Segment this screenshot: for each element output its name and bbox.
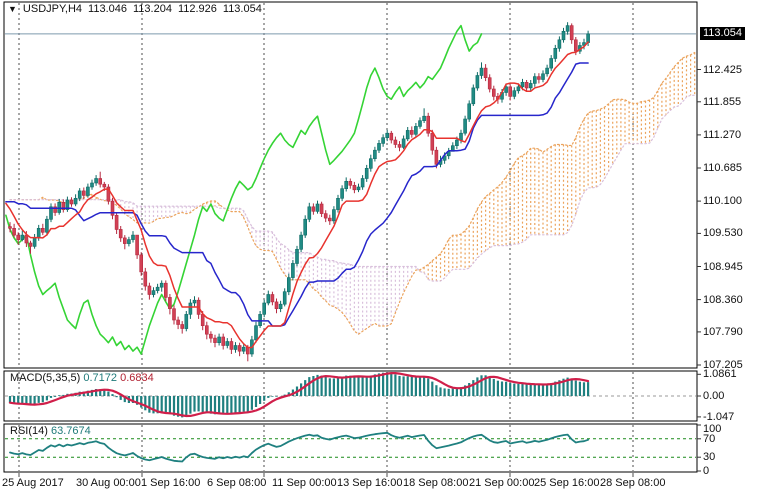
time-axis-label: 13 Sep 16:00 <box>337 477 403 489</box>
chart-title: ▼ USDJPY,H4 113.046 113.204 112.926 113.… <box>8 3 262 15</box>
symbol-timeframe-label: USDJPY,H4 <box>22 3 83 15</box>
time-axis-label: 25 Sep 16:00 <box>534 477 600 489</box>
macd-signal-value: 0.6834 <box>120 372 154 384</box>
macd-main-value: 0.7172 <box>83 372 118 384</box>
time-axis-label: 1 Sep 16:00 <box>141 477 201 489</box>
time-axis-label: 21 Sep 00:00 <box>469 477 535 489</box>
price-axis-label: 109.530 <box>703 227 743 240</box>
macd-axis-label: 0.00 <box>703 390 725 402</box>
current-price-tag: 113.054 <box>700 27 745 41</box>
rsi-name: RSI(14) <box>10 425 48 437</box>
price-axis-label: 110.685 <box>703 162 742 175</box>
time-axis-label: 25 Aug 2017 <box>2 477 64 489</box>
price-axis-label: 111.855 <box>703 95 742 108</box>
rsi-value: 63.7674 <box>50 425 91 437</box>
price-axis-label: 107.205 <box>703 359 743 372</box>
time-axis-label: 11 Sep 00:00 <box>272 477 337 489</box>
price-axis-label: 108.360 <box>703 293 743 306</box>
rsi-axis-label: 30 <box>703 451 716 464</box>
rsi-axis-label: 100 <box>703 423 722 435</box>
macd-indicator-label: MACD(5,35,5) 0.7172 0.6834 <box>10 372 154 384</box>
price-axis-label: 108.945 <box>703 260 743 273</box>
time-axis-label: 30 Aug 00:00 <box>76 477 141 489</box>
macd-axis-label: 1.0861 <box>703 368 737 381</box>
price-axis-label: 107.790 <box>703 325 743 338</box>
rsi-axis-label: 0 <box>703 465 710 477</box>
price-axis-label: 112.425 <box>703 63 742 76</box>
ohlc-close: 113.054 <box>222 3 262 15</box>
time-axis-label: 28 Sep 08:00 <box>600 477 666 489</box>
ohlc-open: 113.046 <box>88 3 127 15</box>
macd-axis-label: -1.047 <box>703 410 735 423</box>
rsi-axis-label: 70 <box>703 432 716 445</box>
ohlc-low: 112.926 <box>177 3 217 15</box>
ohlc-high: 113.204 <box>132 3 172 15</box>
chevron-down-icon[interactable]: ▼ <box>8 4 17 14</box>
price-axis-label: 110.100 <box>703 195 742 208</box>
rsi-indicator-label: RSI(14) 63.7674 <box>10 425 91 437</box>
time-axis-label: 18 Sep 08:00 <box>403 477 469 489</box>
time-axis-label: 6 Sep 08:00 <box>207 477 267 489</box>
macd-name: MACD(5,35,5) <box>10 372 81 384</box>
price-axis-label: 111.270 <box>703 128 742 141</box>
